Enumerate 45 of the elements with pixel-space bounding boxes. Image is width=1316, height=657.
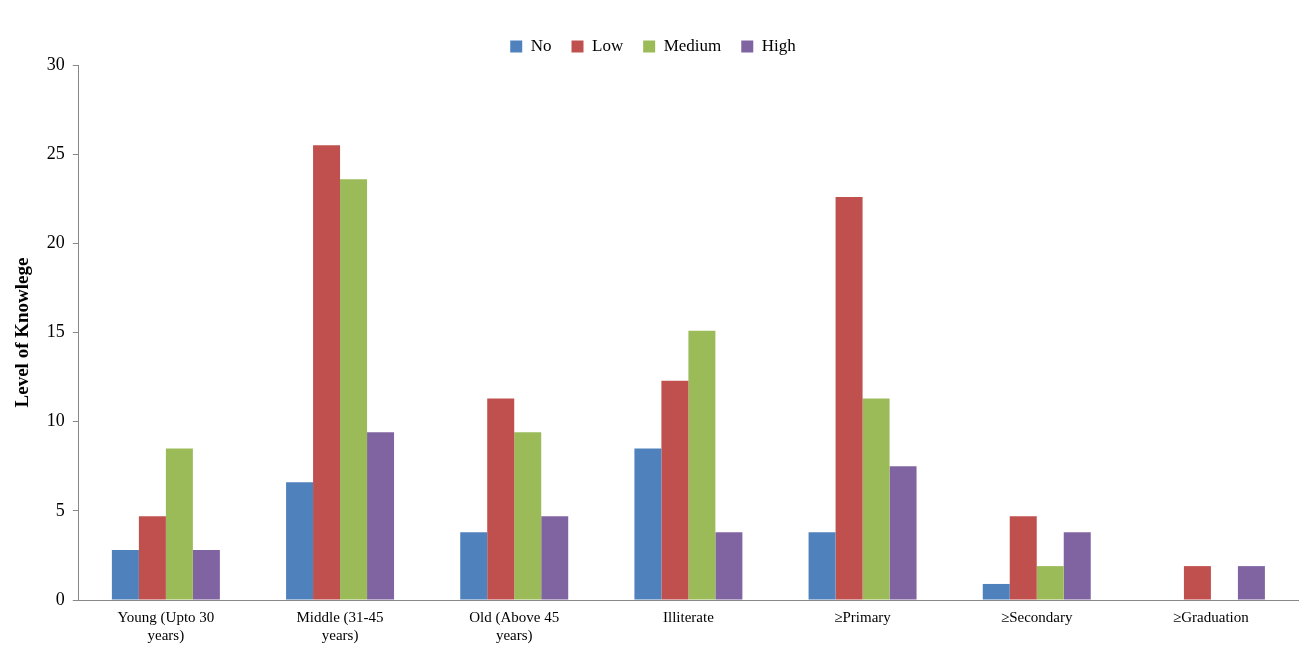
y-tick-label: 5	[55, 499, 65, 520]
x-tick-label: Illiterate	[662, 608, 715, 625]
legend-label: Low	[592, 35, 624, 55]
x-tick-label: Young (Upto 30 years)	[117, 608, 215, 644]
bar	[889, 466, 917, 600]
bar	[460, 532, 488, 600]
bar	[634, 448, 662, 600]
bar	[1183, 566, 1211, 600]
y-tick-label: 10	[46, 410, 65, 431]
x-tick-label: ≥Secondary	[1000, 608, 1074, 625]
bar	[1009, 516, 1037, 600]
legend-label: No	[530, 35, 552, 55]
bar	[661, 380, 689, 600]
legend-label: High	[761, 35, 797, 55]
bar	[286, 482, 314, 600]
bar	[192, 550, 220, 600]
y-tick-label: 20	[46, 232, 65, 253]
y-tick-label: 30	[46, 53, 65, 74]
bar	[487, 398, 515, 600]
bar	[835, 196, 863, 600]
bar	[313, 145, 341, 600]
x-tick-label: Old (Above 45 years)	[469, 608, 560, 644]
bar	[514, 432, 542, 600]
bar	[1063, 532, 1091, 600]
y-tick-label: 15	[46, 321, 65, 342]
bar	[688, 330, 716, 600]
x-tick-label: Middle (31-45 years)	[296, 608, 384, 644]
x-tick-label: ≥Graduation	[1173, 608, 1250, 625]
bar	[982, 583, 1010, 600]
bar	[138, 516, 166, 600]
bar	[541, 516, 569, 600]
bar	[1036, 566, 1064, 600]
y-tick-label: 25	[46, 142, 65, 163]
legend-label: Medium	[663, 35, 722, 55]
bar	[111, 550, 139, 600]
bar	[862, 398, 890, 600]
bar	[340, 179, 368, 600]
bar	[165, 448, 193, 600]
bar	[367, 432, 395, 600]
bar	[1237, 566, 1265, 600]
bar	[715, 532, 743, 600]
x-tick-label: ≥Primary	[834, 608, 892, 625]
bar	[808, 532, 836, 600]
y-tick-label: 0	[55, 588, 65, 609]
y-axis-title: Level of Knowlege	[11, 257, 33, 408]
